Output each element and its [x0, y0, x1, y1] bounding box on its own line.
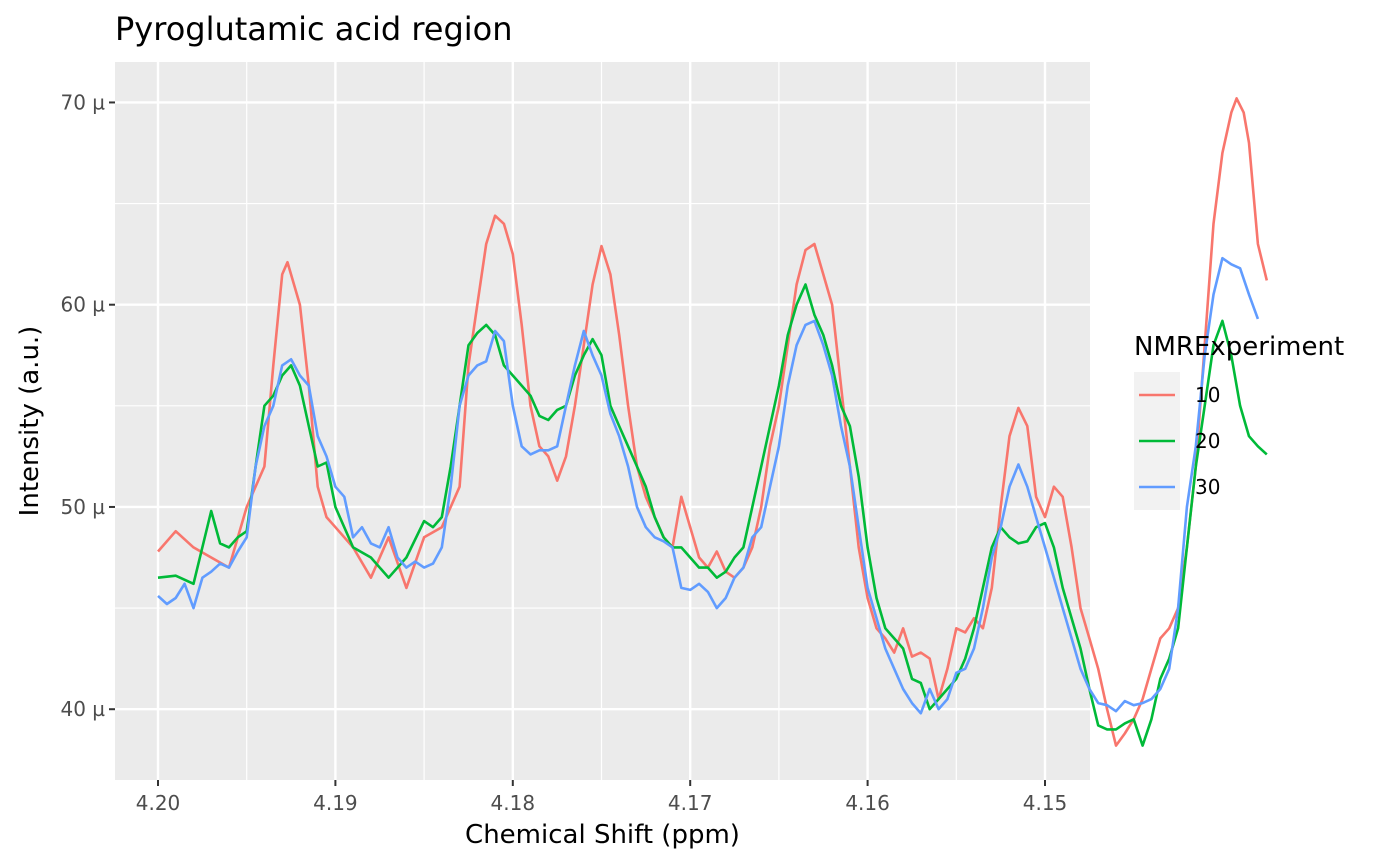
- x-tick-label: 4.16: [845, 791, 890, 815]
- y-tick-label: 70 µ: [60, 90, 105, 114]
- legend-title: NMRExperiment: [1134, 332, 1344, 362]
- grid-minor: [115, 62, 1090, 780]
- series-line-30: [157, 256, 1260, 715]
- series-line-10: [157, 97, 1269, 747]
- x-tick-label: 4.19: [313, 791, 358, 815]
- legend-label-20: 20: [1195, 429, 1220, 453]
- y-axis-title: Intensity (a.u.): [15, 326, 45, 517]
- legend-label-30: 30: [1195, 475, 1220, 499]
- chart-title: Pyroglutamic acid region: [115, 10, 513, 48]
- y-tick-label: 50 µ: [60, 495, 105, 519]
- y-axis: 40 µ 50 µ 60 µ 70 µ: [60, 90, 115, 721]
- x-tick-label: 4.20: [136, 791, 181, 815]
- legend: NMRExperiment 10 20 30: [1134, 332, 1344, 510]
- x-axis-title: Chemical Shift (ppm): [465, 820, 740, 850]
- grid-major: [115, 62, 1090, 780]
- series-layer: [157, 97, 1269, 747]
- x-tick-label: 4.18: [491, 791, 536, 815]
- x-axis: 4.20 4.19 4.18 4.17 4.16 4.15: [136, 780, 1068, 815]
- series-line-20: [157, 283, 1268, 747]
- x-tick-label: 4.15: [1023, 791, 1068, 815]
- x-tick-label: 4.17: [668, 791, 713, 815]
- y-tick-label: 40 µ: [60, 697, 105, 721]
- y-tick-label: 60 µ: [60, 293, 105, 317]
- plot-panel: [115, 62, 1090, 780]
- legend-label-10: 10: [1195, 383, 1220, 407]
